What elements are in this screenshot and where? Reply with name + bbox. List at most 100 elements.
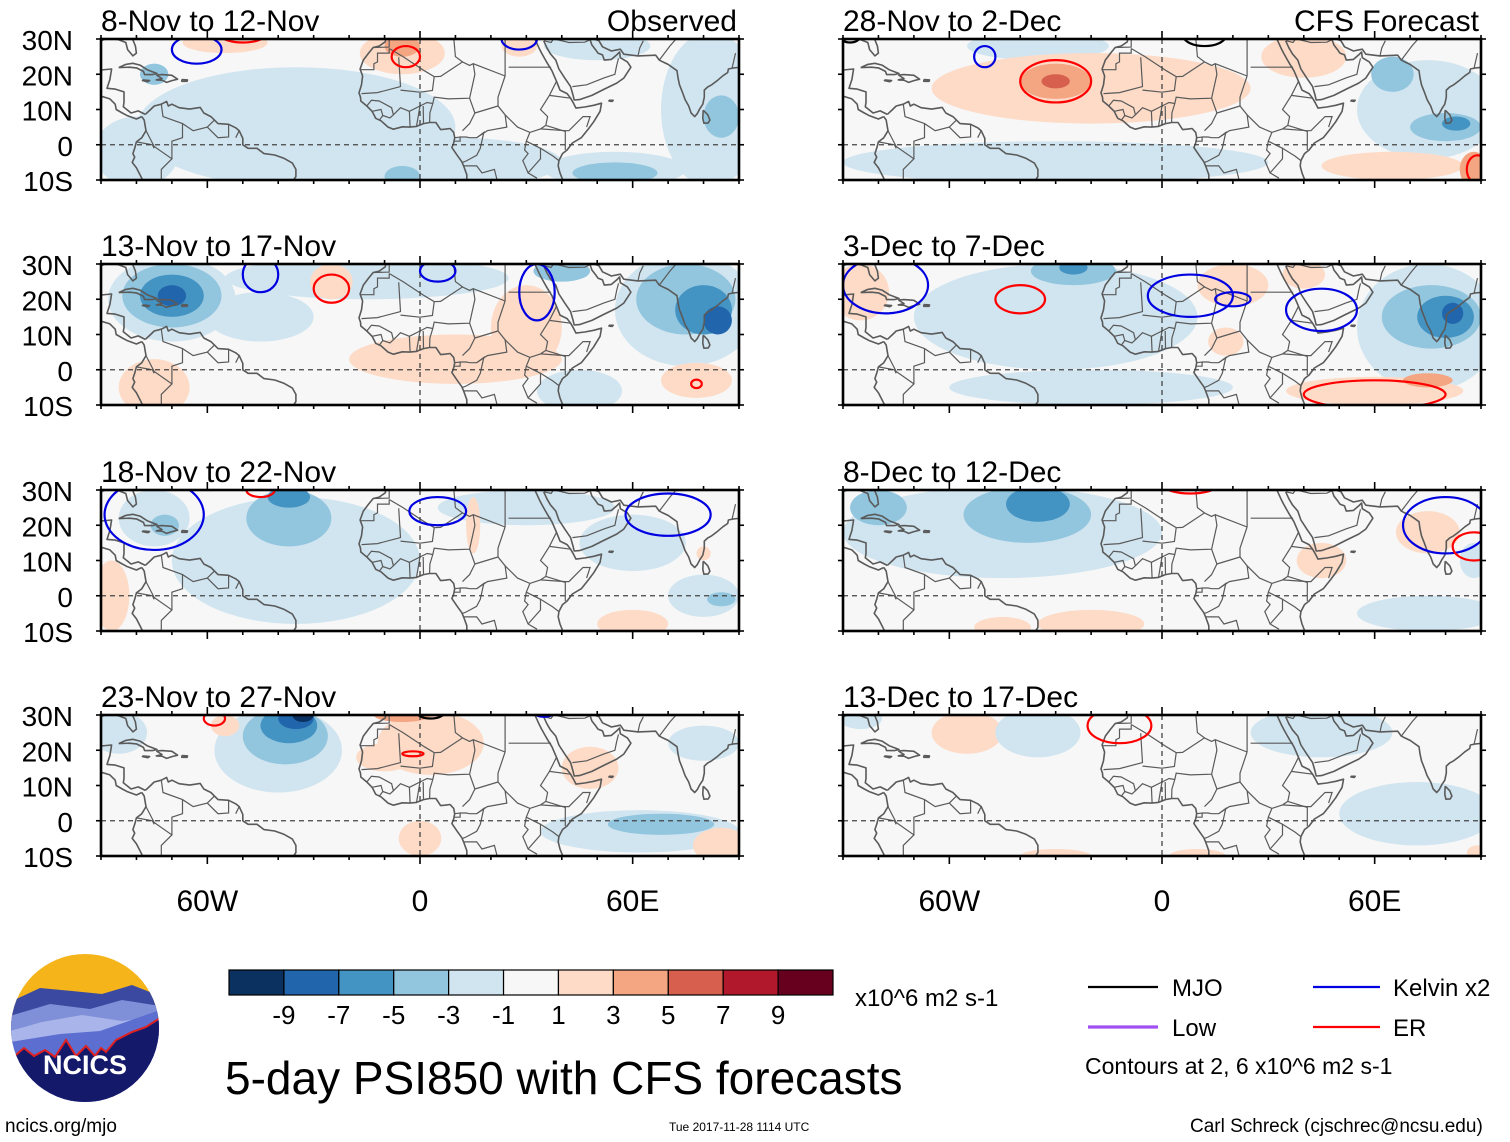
country-border: [1108, 99, 1136, 115]
country-border: [1142, 76, 1177, 93]
logo-ridge-line: [11, 1017, 159, 1061]
anomaly-region: [703, 306, 732, 335]
anomaly-region: [668, 725, 739, 761]
coastline: [118, 62, 158, 76]
country-border: [1150, 336, 1153, 353]
anomaly-region: [267, 490, 311, 508]
y-tick-label: 0: [57, 807, 73, 838]
contour-er: [994, 284, 1047, 315]
country-border: [1239, 526, 1248, 557]
country-border: [1400, 490, 1419, 512]
coastline: [843, 715, 880, 733]
country-border: [1282, 147, 1302, 162]
country-border: [977, 581, 982, 589]
country-border: [731, 52, 737, 70]
coastline: [1100, 490, 1210, 631]
anomaly-region: [1261, 39, 1347, 78]
coastline: [873, 792, 889, 856]
country-border: [1239, 751, 1248, 782]
country-border: [1195, 136, 1203, 142]
y-tick-label: 20N: [22, 285, 73, 316]
panel-source-label: Observed: [607, 5, 737, 38]
country-border: [432, 288, 476, 329]
country-border: [497, 300, 506, 331]
anomaly-region: [171, 497, 420, 624]
country-border: [415, 330, 421, 352]
coastline: [101, 320, 143, 345]
country-border: [469, 790, 508, 815]
country-border: [1400, 715, 1419, 737]
coastline: [181, 78, 189, 83]
country-border: [1157, 105, 1163, 127]
country-border: [731, 503, 737, 521]
coastline: [883, 530, 893, 534]
contour-er: [202, 715, 227, 727]
coastline: [591, 715, 739, 794]
y-tick-label: 20N: [22, 60, 73, 91]
country-border: [463, 616, 498, 631]
anomaly-region: [607, 813, 715, 835]
country-border: [388, 723, 506, 754]
country-border: [572, 734, 620, 764]
coastline: [1350, 99, 1356, 103]
coastline: [181, 303, 189, 308]
contour-er: [390, 44, 422, 69]
anomaly-region: [1169, 848, 1226, 856]
coastline: [1284, 264, 1374, 326]
y-tick-label: 20N: [22, 736, 73, 767]
coastline: [702, 560, 711, 575]
country-border: [463, 841, 498, 856]
country-border: [359, 48, 390, 71]
map-panels: 8-Nov to 12-Nov Observed30N20N10N010S13-N…: [22, 5, 1486, 918]
country-border: [1400, 39, 1419, 61]
contour-er: [690, 378, 703, 390]
contour-kelvin: [624, 492, 712, 537]
country-border: [1101, 724, 1132, 747]
coastline: [843, 771, 885, 796]
country-border: [1296, 490, 1333, 495]
coastline: [155, 73, 179, 84]
footer-timestamp: Tue 2017-11-28 1114 UTC: [669, 1120, 810, 1134]
country-border: [1115, 264, 1132, 274]
coastline: [883, 79, 893, 83]
coastline: [897, 73, 921, 84]
country-border: [543, 39, 555, 44]
logo-ground: [11, 1018, 159, 1102]
coastline: [131, 792, 147, 856]
anomaly-region: [157, 285, 187, 307]
coastline: [101, 715, 138, 733]
country-border: [136, 817, 155, 825]
country-border: [1202, 587, 1212, 590]
coastline: [141, 79, 151, 83]
coastline: [843, 68, 888, 116]
country-border: [408, 787, 411, 804]
country-border: [460, 812, 470, 815]
y-tick-label: 10S: [23, 617, 73, 648]
country-border: [366, 324, 394, 340]
country-border: [658, 490, 677, 512]
country-border: [432, 514, 476, 555]
country-border: [977, 130, 982, 138]
coastline: [1444, 334, 1453, 349]
coastline: [883, 755, 893, 759]
y-tick-label: 30N: [22, 476, 73, 507]
country-border: [572, 509, 620, 539]
country-border: [415, 105, 421, 127]
country-border: [1204, 773, 1218, 808]
country-border: [637, 265, 644, 282]
y-tick-label: 10S: [23, 842, 73, 873]
country-border: [1379, 716, 1386, 733]
coastline: [118, 287, 158, 301]
anomaly-region: [246, 490, 332, 547]
map-area: [843, 39, 1481, 180]
x-tick-label: 60E: [1348, 885, 1401, 918]
country-border: [1174, 514, 1218, 555]
coastline: [534, 39, 603, 180]
footer-url[interactable]: ncics.org/mjo: [5, 1116, 117, 1137]
coastline: [843, 546, 885, 571]
country-border: [359, 499, 390, 522]
coastline: [101, 95, 143, 120]
panel-title: 3-Dec to 7-Dec: [843, 230, 1045, 263]
country-border: [1205, 616, 1240, 631]
coastline: [131, 567, 147, 631]
